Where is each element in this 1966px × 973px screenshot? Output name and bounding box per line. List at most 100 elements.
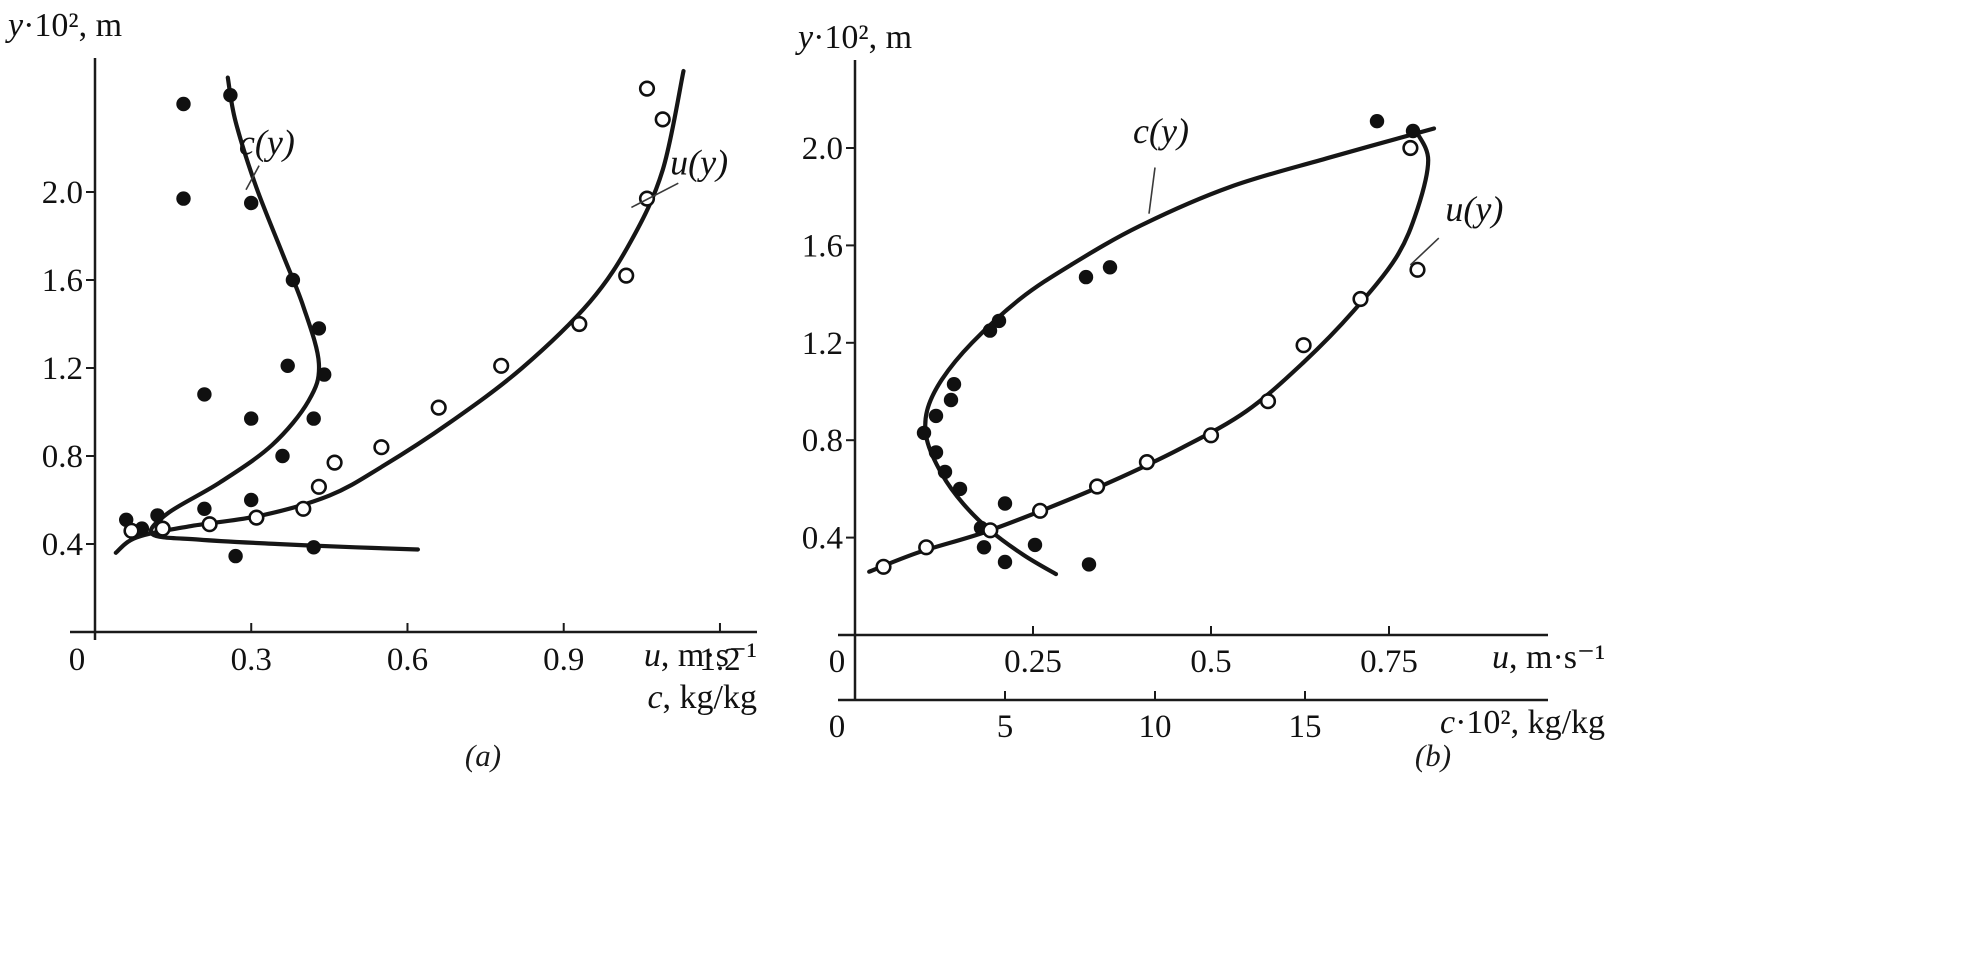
- open-marker: [373, 439, 390, 456]
- filled-marker: [1027, 537, 1043, 553]
- filled-marker: [176, 191, 191, 206]
- u(y)-leader-line: [1409, 237, 1440, 266]
- y-tick-label: 1.6: [42, 263, 83, 299]
- open-marker: [918, 539, 935, 556]
- open-marker: [1089, 478, 1106, 495]
- x-axis-label-u: u, m·s⁻¹: [1492, 639, 1605, 676]
- filled-marker: [946, 377, 962, 392]
- panel-b-plot: 0.4 0.8 1.2 1.6 2.0 y·10², m 0.25 0.5 0.75 0 u, m·…: [795, 19, 1605, 745]
- y-tick-label: 1.2: [42, 351, 83, 387]
- filled-marker: [311, 321, 327, 336]
- filled-marker: [1081, 557, 1097, 572]
- filled-marker: [982, 323, 998, 338]
- filled-marker: [244, 195, 259, 211]
- c(y)-leader-line: [245, 165, 260, 191]
- y-tick-label: 0.4: [42, 527, 83, 563]
- open-marker: [1138, 454, 1156, 471]
- c(y)-label: c(y): [1133, 111, 1189, 151]
- filled-marker: [943, 392, 959, 408]
- c(y)-curve: [923, 126, 1437, 577]
- x-tick-label: 0.5: [1190, 644, 1231, 680]
- filled-marker: [197, 387, 212, 402]
- filled-marker: [997, 554, 1013, 570]
- open-marker: [654, 111, 671, 128]
- filled-marker: [997, 496, 1013, 511]
- u(y)-label: u(y): [670, 142, 728, 182]
- open-marker: [248, 509, 265, 526]
- y-tick-label: 2.0: [42, 175, 83, 211]
- open-marker: [875, 558, 892, 575]
- open-marker: [1032, 502, 1049, 519]
- filled-marker: [176, 96, 191, 112]
- caption-a: (a): [464, 738, 502, 773]
- x-tick-label: 5: [997, 709, 1014, 745]
- filled-marker: [306, 540, 321, 555]
- u(y)-curve: [867, 131, 1431, 574]
- u(y)-leader-line: [631, 182, 679, 209]
- origin-label: 0: [69, 642, 86, 678]
- filled-marker: [1078, 269, 1094, 285]
- filled-marker: [306, 411, 321, 426]
- open-marker: [1402, 139, 1419, 157]
- u(y)-label: u(y): [1445, 189, 1503, 229]
- origin-label: 0: [829, 709, 846, 745]
- open-marker: [310, 478, 328, 495]
- y-axis-label: y·10², m: [5, 7, 122, 44]
- x-tick-label: 1.2: [699, 642, 740, 678]
- open-marker: [326, 454, 343, 471]
- x-tick-label: 10: [1139, 709, 1172, 745]
- x-axis-label2-u: c, kg/kg: [647, 679, 757, 716]
- open-marker: [1409, 261, 1426, 278]
- y-tick-label: 0.8: [42, 439, 83, 475]
- open-marker: [295, 500, 312, 517]
- filled-marker: [228, 548, 243, 564]
- open-marker: [201, 516, 218, 533]
- y-axis-label: y·10², m: [795, 19, 912, 56]
- open-marker: [638, 80, 656, 97]
- panel-a-plot: 0.4 0.8 1.2 1.6 2.0 y·10², m 0.3 0.6 0.9 1.2 0 u, m…: [5, 7, 757, 716]
- open-marker: [1259, 393, 1277, 410]
- open-marker: [618, 267, 635, 284]
- open-marker: [430, 399, 447, 416]
- filled-marker: [280, 358, 295, 373]
- y-tick-label: 2.0: [802, 131, 843, 167]
- filled-marker: [928, 445, 944, 460]
- x-tick-label: 0.3: [231, 642, 272, 678]
- open-marker: [571, 315, 588, 333]
- x-axis-label-u: u, m·s⁻¹: [644, 637, 757, 674]
- filled-marker: [275, 448, 290, 464]
- x-tick-label: 0.25: [1004, 644, 1062, 680]
- x-tick-label: 15: [1289, 709, 1322, 745]
- origin-label: 0: [829, 644, 846, 680]
- filled-marker: [244, 492, 259, 508]
- open-marker: [154, 520, 171, 537]
- open-marker: [1202, 427, 1220, 444]
- filled-marker: [223, 88, 238, 103]
- y-tick-label: 0.8: [802, 423, 843, 459]
- c(y)-label: c(y): [239, 123, 295, 163]
- filled-marker: [285, 272, 301, 288]
- x-axis-label-c: c·10², kg/kg: [1440, 704, 1605, 741]
- y-tick-label: 1.6: [802, 228, 843, 264]
- open-marker: [1295, 337, 1312, 354]
- open-marker: [1352, 290, 1369, 308]
- x-tick-label: 0.75: [1360, 644, 1418, 680]
- filled-marker: [991, 313, 1007, 329]
- open-marker: [123, 522, 140, 539]
- filled-marker: [937, 464, 953, 480]
- filled-marker: [976, 540, 992, 555]
- filled-marker: [1369, 114, 1385, 129]
- x-tick-label: 0.9: [543, 642, 584, 678]
- filled-marker: [150, 508, 165, 523]
- c(y)-leader-line: [1148, 167, 1156, 214]
- open-marker: [493, 357, 510, 374]
- filled-marker: [952, 481, 968, 497]
- filled-marker: [916, 425, 932, 441]
- caption-b: (b): [1414, 738, 1452, 773]
- filled-marker: [244, 411, 259, 426]
- c(y)-curve: [148, 75, 420, 552]
- open-marker: [982, 522, 999, 539]
- y-tick-label: 1.2: [802, 326, 843, 362]
- y-tick-label: 0.4: [802, 521, 843, 557]
